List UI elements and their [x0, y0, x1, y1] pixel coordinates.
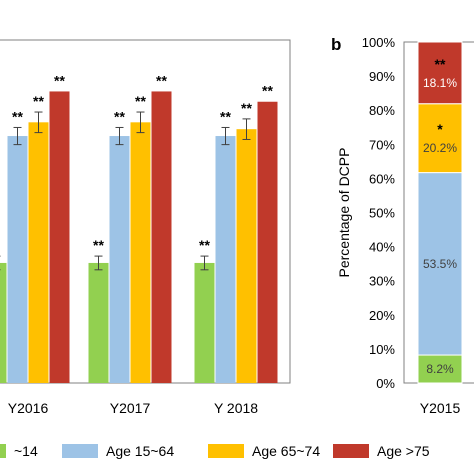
significance-marker: ** — [12, 108, 23, 124]
stacked-segment-age_75_plus — [417, 41, 463, 105]
legend-swatch-age_0_14 — [0, 444, 6, 458]
significance-marker: ** — [54, 72, 65, 88]
x-tick-label: Y2016 — [8, 400, 49, 416]
y-tick-label: 50% — [369, 206, 395, 221]
legend-label: Age >75 — [377, 443, 430, 459]
bar-age_65_74-0 — [28, 122, 49, 383]
y-tick-label: 10% — [369, 342, 395, 357]
significance-marker: ** — [33, 93, 44, 109]
panel-a-chart: ** ** ** ** ** ** ** ** ** ** ** Y2016 Y2017 Y 2018 — [0, 39, 291, 416]
y-tick-label: 100% — [362, 35, 396, 50]
legend-swatch-age_65_74 — [208, 444, 244, 458]
bar-age_65_74-2 — [236, 129, 257, 383]
y-tick-label: 0% — [376, 376, 395, 391]
y-tick-label: 60% — [369, 171, 395, 186]
legend-label: Age 15~64 — [106, 443, 174, 459]
significance-marker: ** — [199, 237, 210, 253]
bar-age_75_plus-0 — [49, 91, 70, 383]
legend-label: Age 65~74 — [252, 443, 320, 459]
significance-marker: ** — [220, 108, 231, 124]
stacked-segment-age_15_64 — [417, 172, 463, 356]
y-tick-label: 90% — [369, 69, 395, 84]
bar-age_65_74-1 — [130, 122, 151, 383]
legend: ~14 Age 15~64 Age 65~74 Age >75 — [0, 443, 430, 459]
y-tick-label: 20% — [369, 308, 395, 323]
legend-label: ~14 — [14, 443, 38, 459]
legend-swatch-age_15_64 — [62, 444, 98, 458]
panel-b-label: b — [331, 35, 341, 54]
bar-age_75_plus-1 — [151, 91, 172, 383]
bar-age_15_64-2 — [215, 136, 236, 383]
segment-value-label: 8.2% — [426, 362, 454, 376]
significance-marker: ** — [435, 56, 446, 72]
legend-swatch-age_75_plus — [333, 444, 369, 458]
significance-marker: * — [437, 121, 443, 137]
bar-age_0_14-2 — [194, 262, 215, 383]
bar-age_75_plus-2 — [257, 101, 278, 384]
stacked-segment-age_0_14 — [417, 354, 463, 384]
x-tick-label: Y 2018 — [214, 400, 258, 416]
significance-marker: ** — [156, 72, 167, 88]
significance-marker: ** — [114, 108, 125, 124]
bar-age_15_64-1 — [109, 136, 130, 383]
panel-b-chart: b 0% 10% 20% 30% 40% 50% 60% 70% 80% 90% 100% Perce… — [331, 35, 474, 416]
y-tick-label: 80% — [369, 103, 395, 118]
significance-marker: ** — [93, 237, 104, 253]
y-tick-label: 40% — [369, 240, 395, 255]
segment-value-label: 18.1% — [423, 76, 457, 90]
stacked-segment-age_65_74 — [417, 103, 463, 174]
y-tick-label: 70% — [369, 137, 395, 152]
bar-age_0_14-0 — [0, 262, 7, 383]
significance-marker: ** — [241, 100, 252, 116]
y-tick-label: 30% — [369, 274, 395, 289]
segment-value-label: 53.5% — [423, 257, 457, 271]
y-axis-label: Percentage of DCPP — [336, 148, 352, 278]
bar-age_0_14-1 — [88, 262, 109, 383]
significance-marker: ** — [135, 93, 146, 109]
x-tick-label: Y2015 — [420, 400, 461, 416]
x-tick-label: Y2017 — [110, 400, 151, 416]
significance-marker: ** — [262, 83, 273, 99]
bar-age_15_64-0 — [7, 136, 28, 383]
segment-value-label: 20.2% — [423, 141, 457, 155]
